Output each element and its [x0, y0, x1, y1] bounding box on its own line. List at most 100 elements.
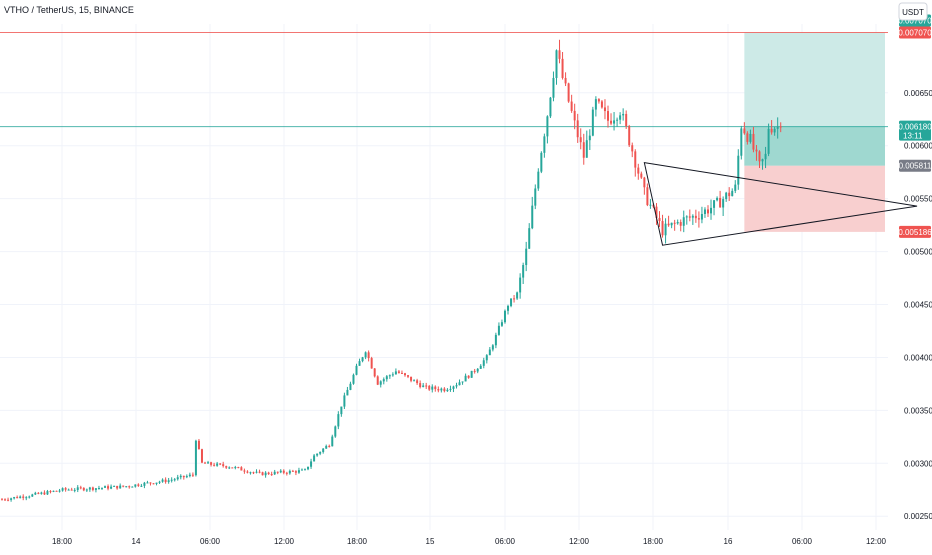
candle-body — [349, 383, 352, 390]
candle-body — [194, 440, 197, 476]
candle-body — [322, 448, 325, 452]
candle-body — [116, 485, 119, 489]
candle-body — [591, 109, 594, 136]
currency-button[interactable]: USDT — [898, 2, 928, 21]
candle-body — [570, 101, 573, 111]
candle-body — [416, 380, 419, 384]
candle-body — [394, 371, 397, 375]
candle-body — [770, 128, 773, 133]
candle-body — [140, 485, 143, 487]
candle-body — [282, 470, 285, 473]
candle-body — [585, 140, 588, 158]
candle-body — [513, 298, 516, 300]
candle-body — [222, 464, 225, 467]
candle-body — [579, 137, 582, 143]
candle-body — [616, 119, 619, 121]
triangle-pattern[interactable] — [643, 162, 918, 246]
candle-body — [516, 292, 519, 299]
candle-body — [410, 376, 413, 381]
candle-body — [731, 190, 734, 197]
candle-body — [4, 499, 7, 501]
candle-body — [297, 470, 300, 473]
candle-body — [240, 467, 243, 471]
candle-body — [134, 484, 137, 487]
time-axis[interactable]: 18:00 14 06:00 12:00 18:00 15 06:00 12:00 18:00 1… — [52, 537, 887, 546]
candle-body — [313, 455, 316, 462]
candle-body — [200, 449, 203, 463]
candle-body — [449, 388, 452, 390]
candle-body — [622, 113, 625, 116]
candle-body — [531, 205, 534, 229]
candle-body — [67, 489, 70, 491]
candle-body — [182, 475, 185, 478]
candle-body — [276, 471, 279, 473]
candle-body — [588, 135, 591, 141]
candle-body — [776, 126, 779, 129]
candle-body — [667, 223, 670, 226]
candle-body — [243, 470, 246, 472]
candle-body — [279, 470, 282, 473]
candle-body — [146, 482, 149, 484]
candle-body — [413, 380, 416, 382]
candle-body — [170, 479, 173, 481]
x-tick-label: 06:00 — [792, 537, 813, 546]
candle-body — [382, 379, 385, 382]
candle-body — [719, 197, 722, 208]
candle-body — [673, 222, 676, 224]
candle-body — [337, 414, 340, 427]
x-tick-label: 14 — [132, 537, 141, 546]
candle-body — [22, 496, 25, 498]
price-tag-countdown: 13:11 — [903, 132, 923, 141]
candle-body — [649, 204, 652, 206]
candle-body — [128, 486, 131, 488]
candle-body — [61, 488, 64, 491]
candle-body — [258, 471, 261, 473]
candle-body — [137, 484, 140, 486]
candle-body — [237, 467, 240, 469]
candle-body — [252, 472, 255, 474]
triangle-lines — [643, 162, 918, 246]
candle-body — [43, 492, 46, 495]
candle-body — [461, 381, 464, 383]
candle-body — [670, 222, 673, 226]
candle-body — [49, 491, 52, 493]
candle-body — [31, 494, 34, 497]
candle-body — [491, 345, 494, 350]
grid — [0, 24, 888, 530]
candle-body — [482, 360, 485, 366]
candle-body — [455, 385, 458, 387]
candle-body — [346, 389, 349, 396]
candle-body — [458, 382, 461, 386]
candle-body — [446, 389, 449, 392]
candle-body — [610, 120, 613, 124]
candle-body — [740, 128, 743, 156]
candle-body — [391, 374, 394, 376]
position-tool[interactable] — [744, 32, 885, 232]
candle-body — [419, 383, 422, 388]
candle-body — [10, 498, 13, 500]
candle-body — [367, 352, 370, 359]
x-tick-label: 18:00 — [52, 537, 73, 546]
candle-body — [343, 395, 346, 407]
candle-body — [685, 216, 688, 218]
candle-body — [522, 265, 525, 278]
candle-body — [364, 352, 367, 358]
chart-title: VTHO / TetherUS, 15, BINANCE — [4, 5, 134, 15]
candle-body — [225, 466, 228, 468]
candle-body — [316, 453, 319, 456]
candle-body — [706, 209, 709, 214]
candle-body — [285, 472, 288, 474]
candle-body — [88, 487, 91, 490]
candle-body — [552, 77, 555, 98]
candle-body — [104, 486, 107, 488]
x-tick-label: 06:00 — [495, 537, 516, 546]
candle-body — [655, 206, 658, 218]
candle-body — [600, 101, 603, 108]
candle-body — [619, 115, 622, 120]
